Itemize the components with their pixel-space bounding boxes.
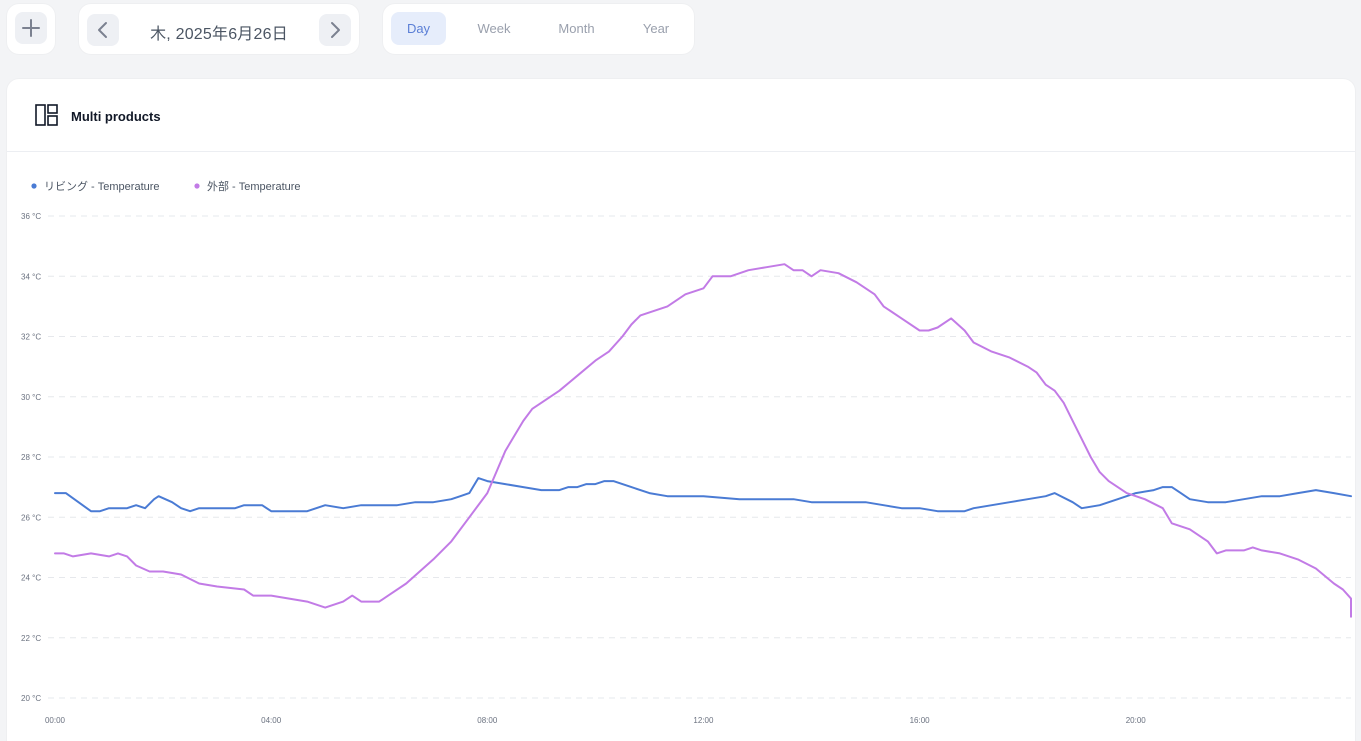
tab-week[interactable]: Week [477, 21, 511, 36]
legend-marker [194, 183, 200, 189]
series-line-living [54, 477, 1352, 513]
legend-entry[interactable]: 外部 - Temperature [207, 179, 301, 193]
x-tick-label: 08:00 [477, 716, 498, 725]
y-tick-label: 32 °C [21, 333, 41, 342]
panel-title: Multi products [71, 109, 161, 124]
y-tick-label: 22 °C [21, 634, 41, 643]
y-tick-label: 26 °C [21, 513, 41, 522]
layout-panels-icon [35, 104, 58, 126]
legend-marker [31, 183, 37, 189]
tab-day[interactable]: Day [391, 12, 446, 45]
y-tick-label: 36 °C [21, 212, 41, 221]
tab-year[interactable]: Year [642, 21, 670, 36]
legend-entry[interactable]: リビング - Temperature [44, 179, 160, 193]
chart-panel: Multi products [7, 79, 1355, 741]
range-tabs: Day Week Month Year [383, 4, 694, 54]
series-line-outside [54, 263, 1352, 618]
add-button[interactable] [15, 12, 47, 44]
date-navigator: 木, 2025年6月26日 [79, 4, 359, 54]
y-tick-label: 20 °C [21, 694, 41, 703]
x-tick-label: 16:00 [910, 716, 931, 725]
y-tick-label: 34 °C [21, 272, 41, 281]
x-tick-label: 04:00 [261, 716, 282, 725]
y-tick-label: 24 °C [21, 574, 41, 583]
current-date-label: 木, 2025年6月26日 [150, 26, 288, 43]
chevron-left-icon [98, 22, 107, 38]
panel-header: Multi products [7, 79, 1355, 152]
tab-month[interactable]: Month [558, 21, 595, 36]
previous-day-button[interactable] [87, 14, 119, 46]
plus-icon [22, 19, 40, 37]
x-tick-label: 20:00 [1126, 716, 1147, 725]
x-tick-label: 00:00 [45, 716, 66, 725]
y-tick-label: 28 °C [21, 453, 41, 462]
add-card [7, 4, 55, 54]
y-tick-label: 30 °C [21, 393, 41, 402]
x-tick-label: 12:00 [693, 716, 714, 725]
chevron-right-icon [331, 22, 340, 38]
next-day-button[interactable] [319, 14, 351, 46]
